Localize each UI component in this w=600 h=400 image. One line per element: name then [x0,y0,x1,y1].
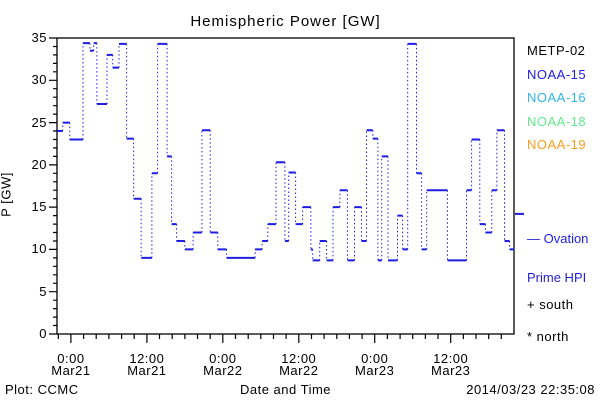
x-axis-label: Date and Time [239,382,332,397]
legend-item-metp-02: METP-02 [527,43,586,58]
x-tick-time-60: 12:00 [433,351,469,366]
hpi-step-levels [57,42,514,262]
ovation-label-line1: — Ovation [527,231,589,246]
y-axis-ticks [49,37,57,335]
x-tick-time-36: 12:00 [281,351,317,366]
x-tick-date-24: Mar22 [203,363,243,378]
legend-item-noaa-18: NOAA-18 [527,113,587,129]
x-tick-time-12: 12:00 [129,351,165,366]
x-tick-time-48: 0:00 [361,351,389,366]
x-tick-date-0: Mar21 [51,363,91,378]
y-tick-label-25: 25 [31,114,47,130]
legend-item-noaa-16: NOAA-16 [527,90,587,106]
x-tick-date-12: Mar21 [127,363,167,378]
y-tick-label-35: 35 [31,30,47,45]
x-axis-ticks [57,334,502,343]
legend-item-noaa-19: NOAA-19 [527,137,587,153]
hpi-step-verticals [62,43,511,261]
y-tick-label-30: 30 [31,72,47,88]
ovation-label-line2: Prime HPI [527,270,587,285]
x-tick-date-36: Mar22 [279,363,319,378]
south-marker-label: + south [527,297,574,312]
x-tick-date-48: Mar23 [355,363,395,378]
chart-title: Hemispheric Power [GW] [190,13,381,30]
y-tick-label-10: 10 [31,241,47,257]
north-marker-label: * north [527,329,569,344]
x-tick-date-60: Mar23 [431,363,471,378]
plot-box [56,37,515,335]
y-tick-label-0: 0 [39,326,47,341]
x-tick-time-0: 0:00 [57,351,85,366]
footer-plot-source: Plot: CCMC [5,382,79,397]
x-tick-time-24: 0:00 [209,351,237,366]
y-tick-label-15: 15 [31,199,47,215]
legend-item-noaa-15: NOAA-15 [527,66,587,82]
ovation-prime-hpi-label: — Ovation Prime HPI [527,206,600,310]
y-tick-label-5: 5 [39,283,47,299]
y-tick-label-20: 20 [31,156,47,172]
footer-timestamp: 2014/03/23 22:35:08 [466,382,595,397]
